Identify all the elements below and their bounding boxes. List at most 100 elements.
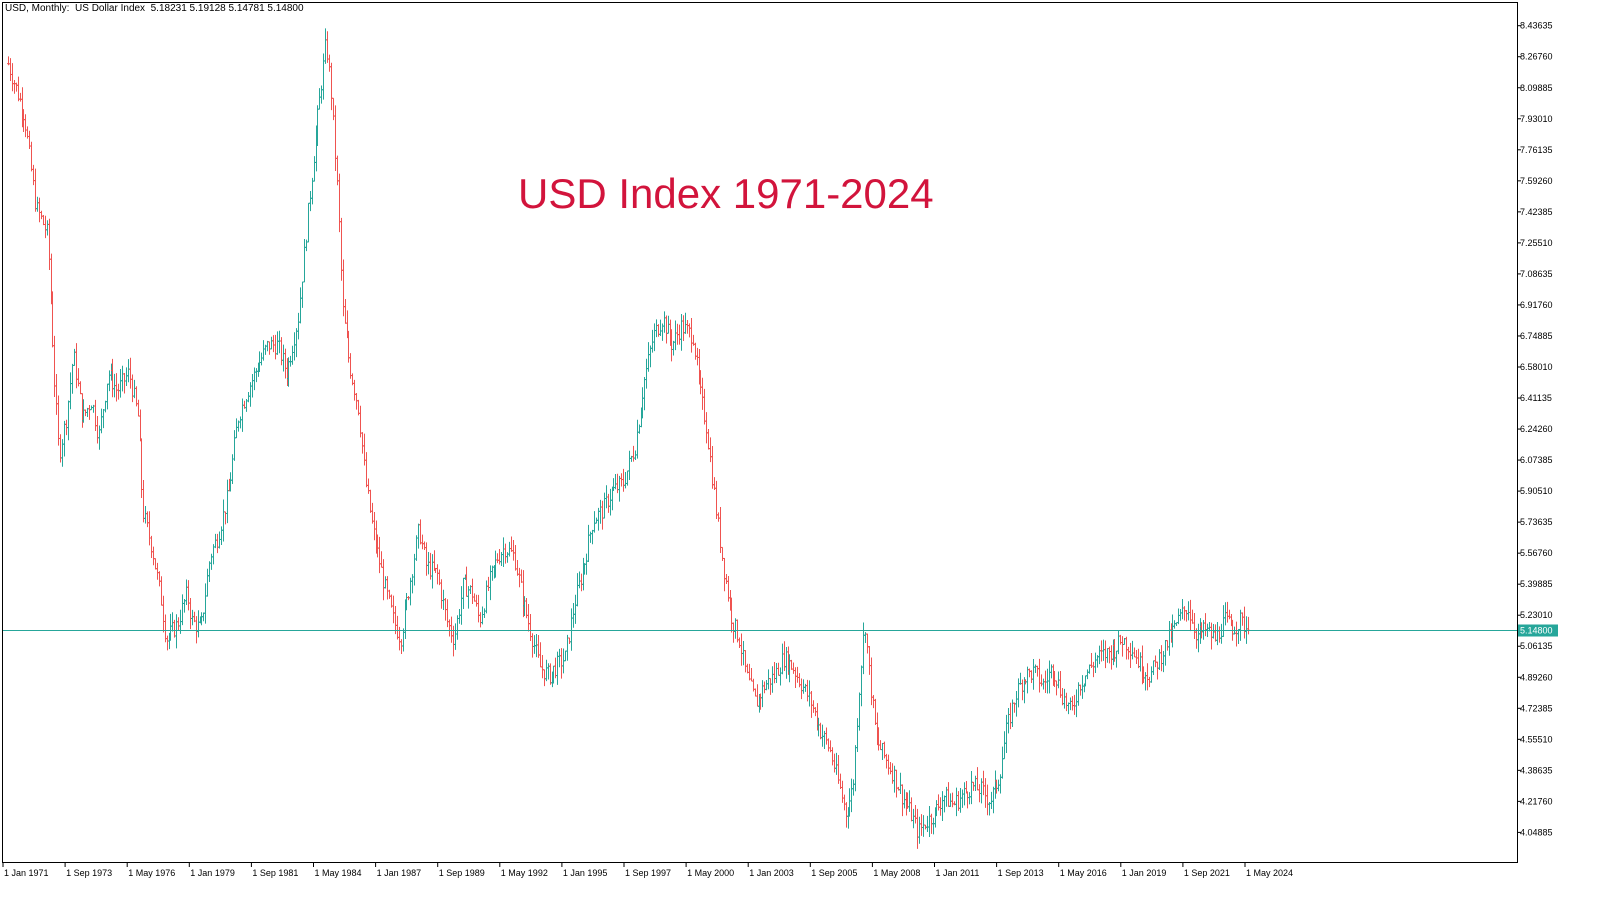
ohlc-bar bbox=[680, 314, 683, 351]
ohlc-bar bbox=[636, 419, 639, 459]
ohlc-bar bbox=[1158, 649, 1161, 671]
ohlc-bar bbox=[94, 399, 97, 432]
ohlc-bar bbox=[547, 663, 550, 680]
x-tick-label: 1 Sep 2013 bbox=[998, 868, 1044, 878]
ohlc-bar bbox=[943, 795, 946, 813]
ohlc-bar bbox=[839, 773, 842, 789]
ohlc-bar bbox=[260, 352, 263, 366]
ohlc-bar bbox=[1032, 659, 1035, 690]
ohlc-bar bbox=[206, 568, 209, 597]
x-tick-label: 1 May 1992 bbox=[501, 868, 548, 878]
ohlc-bar bbox=[75, 343, 78, 389]
y-tick-label: 5.90510 bbox=[1520, 486, 1553, 496]
ohlc-bar bbox=[576, 573, 579, 607]
ohlc-bar bbox=[970, 771, 973, 805]
ohlc-bar bbox=[922, 815, 925, 837]
symbol-label: USD, Monthly: bbox=[5, 3, 70, 14]
ohlc-bar bbox=[703, 388, 706, 425]
ohlc-bar bbox=[108, 370, 111, 392]
y-tick-label: 7.42385 bbox=[1520, 207, 1553, 217]
ohlc-bar bbox=[355, 393, 358, 410]
ohlc-bar bbox=[1121, 636, 1124, 657]
ohlc-bar bbox=[125, 367, 128, 387]
ohlc-bar bbox=[17, 76, 20, 102]
ohlc-bar bbox=[98, 425, 101, 450]
ohlc-bar bbox=[593, 511, 596, 533]
ohlc-bar bbox=[1007, 707, 1010, 734]
ohlc-bar bbox=[88, 404, 91, 420]
ohlc-bar bbox=[369, 489, 372, 513]
ohlc-bar bbox=[446, 599, 449, 628]
ohlc-bar bbox=[800, 678, 803, 700]
ohlc-bar bbox=[545, 659, 548, 682]
x-tick-label: 1 Sep 1981 bbox=[252, 868, 298, 878]
ohlc-bar bbox=[367, 478, 370, 494]
ohlc-bar bbox=[986, 784, 989, 816]
ohlc-bar bbox=[914, 805, 917, 824]
ohlc-bar bbox=[384, 576, 387, 589]
ohlc-bar bbox=[11, 63, 14, 92]
x-tick-label: 1 May 2016 bbox=[1060, 868, 1107, 878]
ohlc-bar bbox=[1028, 668, 1031, 678]
ohlc-bar bbox=[328, 54, 331, 72]
ohlc-bar bbox=[885, 753, 888, 769]
ohlc-bar bbox=[1243, 606, 1246, 639]
ohlc-bar bbox=[1183, 606, 1186, 621]
ohlc-bar bbox=[330, 62, 333, 111]
ohlc-bar bbox=[1038, 658, 1041, 693]
ohlc-bar bbox=[769, 678, 772, 695]
y-tick-label: 5.73635 bbox=[1520, 517, 1553, 527]
ohlc-bar bbox=[164, 614, 167, 643]
ohlc-bar bbox=[142, 479, 145, 523]
ohlc-bar bbox=[821, 724, 824, 747]
ohlc-bar bbox=[15, 82, 18, 92]
ohlc-bar bbox=[241, 398, 244, 432]
ohlc-bar bbox=[299, 287, 302, 324]
ohlc-bar bbox=[833, 753, 836, 773]
ohlc-bar bbox=[417, 523, 420, 549]
ohlc-bar bbox=[204, 583, 207, 624]
ohlc-bar bbox=[723, 557, 726, 592]
ohlc-bar bbox=[253, 367, 256, 391]
ohlc-bar bbox=[678, 324, 681, 345]
ohlc-bar bbox=[421, 534, 424, 550]
ohlc-bar bbox=[510, 536, 513, 552]
ohlc-bar bbox=[1009, 702, 1012, 730]
ohlc-bar bbox=[988, 802, 991, 816]
ohlc-bar bbox=[705, 412, 708, 444]
ohlc-bar bbox=[448, 619, 451, 637]
ohlc-bar bbox=[282, 344, 285, 372]
chart-header: USD, Monthly: US Dollar Index 5.18231 5.… bbox=[5, 3, 304, 14]
ohlc-bar bbox=[311, 177, 314, 205]
ohlc-bar bbox=[1034, 664, 1037, 674]
ohlc-bar bbox=[1226, 601, 1229, 623]
ohlc-bar bbox=[512, 539, 515, 561]
y-tick-label: 7.93010 bbox=[1520, 114, 1553, 124]
ohlc-bar bbox=[959, 788, 962, 813]
ohlc-bar bbox=[1115, 650, 1118, 668]
ohlc-bar bbox=[274, 334, 277, 360]
ohlc-bar bbox=[976, 767, 979, 791]
ohlc-bar bbox=[1156, 661, 1159, 680]
ohlc-bar bbox=[1181, 599, 1184, 620]
ohlc-bar bbox=[1055, 680, 1058, 696]
ohlc-bar bbox=[332, 97, 335, 121]
ohlc-bar bbox=[624, 471, 627, 489]
ohlc-bar bbox=[672, 340, 675, 356]
ohlc-bar bbox=[1218, 626, 1221, 643]
x-tick-label: 1 Sep 1973 bbox=[66, 868, 112, 878]
ohlc-bar bbox=[280, 337, 283, 366]
ohlc-bar bbox=[173, 619, 176, 638]
ohlc-bar bbox=[115, 373, 118, 402]
ohlc-bar bbox=[1110, 645, 1113, 670]
ohlc-bar bbox=[1208, 621, 1211, 632]
y-tick-label: 4.89260 bbox=[1520, 672, 1553, 682]
ohlc-bar bbox=[903, 789, 906, 809]
ohlc-bar bbox=[214, 533, 217, 549]
ohlc-bar bbox=[939, 797, 942, 816]
ohlc-bar bbox=[901, 784, 904, 817]
ohlc-bar bbox=[566, 634, 569, 661]
ohlc-bar bbox=[725, 573, 728, 585]
ohlc-bar bbox=[1088, 664, 1091, 674]
